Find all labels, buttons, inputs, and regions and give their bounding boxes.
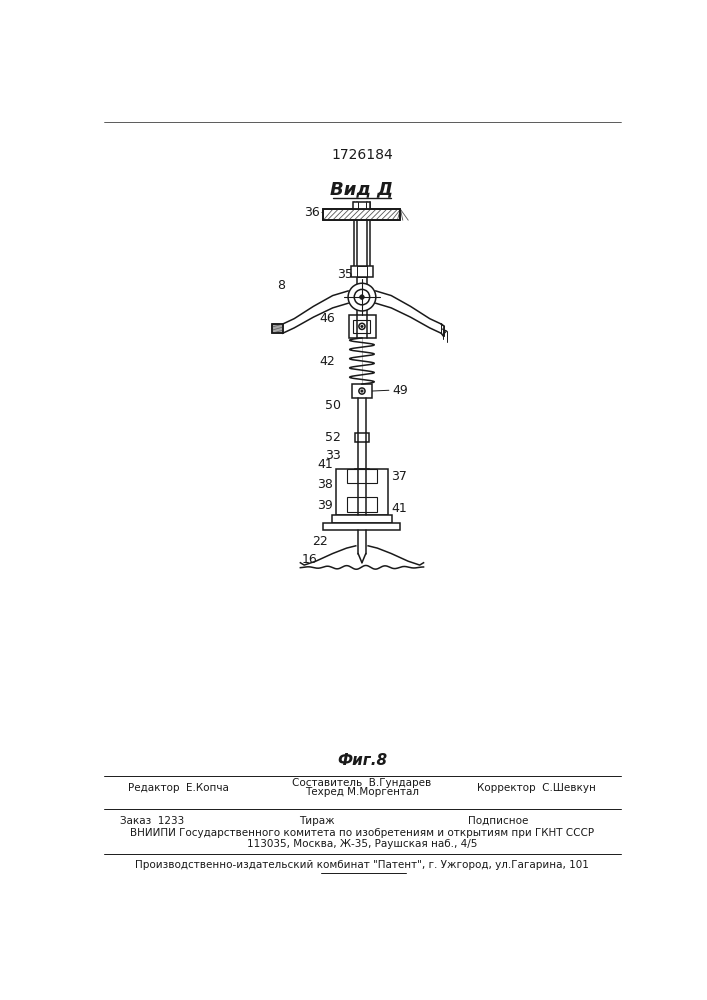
Text: 41: 41 [391,502,407,515]
Text: 41: 41 [317,458,333,471]
Text: 1726184: 1726184 [331,148,393,162]
Bar [346,469,378,483]
Bar [352,384,372,398]
Circle shape [359,388,365,394]
Text: 49: 49 [392,384,409,397]
Text: 8: 8 [277,279,285,292]
Text: 36: 36 [304,206,320,219]
Text: Редактор  Е.Копча: Редактор Е.Копча [128,783,229,793]
Circle shape [359,323,365,329]
Text: 52: 52 [325,431,341,444]
Text: 37: 37 [391,470,407,483]
Text: Заказ  1233: Заказ 1233 [119,816,184,826]
Circle shape [360,295,364,299]
Bar [354,320,370,333]
Text: 39: 39 [317,499,333,512]
Bar [349,315,376,338]
Bar [332,515,392,523]
Text: Тираж: Тираж [300,816,335,826]
Text: Производственно-издательский комбинат "Патент", г. Ужгород, ул.Гагарина, 101: Производственно-издательский комбинат "П… [135,860,589,870]
Text: 22: 22 [312,535,327,548]
Bar [272,324,283,333]
Circle shape [354,289,370,305]
Text: 42: 42 [320,355,335,368]
Text: Корректор  С.Шевкун: Корректор С.Шевкун [477,783,596,793]
Text: 50: 50 [325,399,341,412]
Text: Фиг.8: Фиг.8 [337,753,387,768]
Text: Составитель  В.Гундарев: Составитель В.Гундарев [292,778,431,788]
Bar [324,523,400,530]
Bar [336,469,388,515]
Circle shape [361,390,363,392]
Text: 35: 35 [337,267,353,280]
Circle shape [361,325,363,328]
Bar [355,469,369,477]
Text: 16: 16 [302,553,317,566]
Text: 33: 33 [325,449,341,462]
Bar [346,497,378,512]
Bar [354,202,370,209]
Text: Подписное: Подписное [468,816,528,826]
Bar [272,324,283,333]
Text: Техред М.Моргентал: Техред М.Моргентал [305,787,419,797]
Circle shape [348,283,376,311]
Text: Вид Д: Вид Д [330,180,394,198]
Bar [357,266,366,277]
Text: 46: 46 [320,312,335,325]
Text: 113035, Москва, Ж-35, Раушская наб., 4/5: 113035, Москва, Ж-35, Раушская наб., 4/5 [247,839,477,849]
Bar [324,209,400,220]
Text: 38: 38 [317,478,333,491]
Bar [351,266,373,277]
Bar [324,209,400,220]
Text: ВНИИПИ Государственного комитета по изобретениям и открытиям при ГКНТ СССР: ВНИИПИ Государственного комитета по изоб… [130,828,594,838]
Bar [324,209,400,220]
Bar [355,433,369,442]
